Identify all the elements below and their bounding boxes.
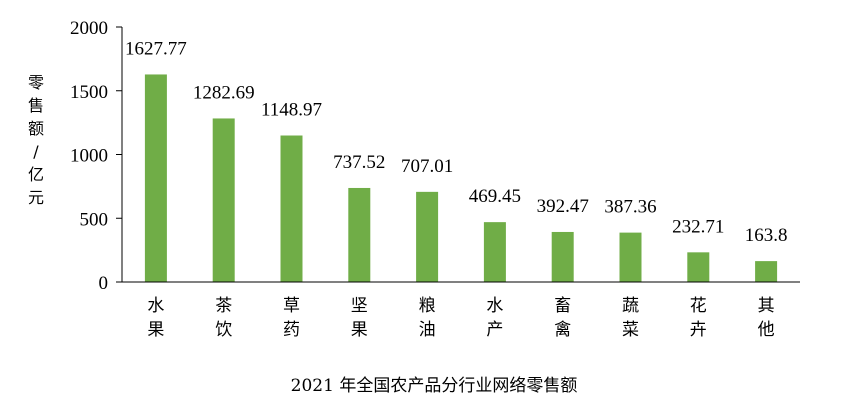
category-label: 水产 (486, 296, 503, 340)
y-axis-ticks: 0 500 1000 1500 2000 (70, 18, 122, 294)
bar (416, 191, 439, 282)
category-label: 畜禽 (554, 296, 571, 340)
y-axis-title: 零售额/亿元 (28, 73, 44, 207)
data-label: 392.47 (537, 196, 589, 217)
data-label: 1148.97 (261, 100, 322, 121)
chart-title: 2021 年全国农产品分行业网络零售额 (291, 376, 578, 396)
data-label: 737.52 (333, 152, 385, 173)
bar (755, 261, 778, 282)
category-label: 花卉 (690, 296, 707, 340)
bar (280, 135, 303, 282)
category-label: 坚果 (351, 296, 368, 340)
data-label: 469.45 (469, 186, 521, 207)
bar (212, 118, 235, 282)
y-tick-label: 0 (99, 273, 109, 294)
bars (144, 74, 778, 283)
y-tick-label: 1500 (70, 82, 108, 103)
data-labels: 1627.77 1282.69 1148.97 737.52 707.01 469.45 3… (125, 38, 787, 246)
data-label: 1627.77 (125, 38, 187, 59)
category-label: 草药 (283, 296, 300, 340)
y-tick-label: 1000 (70, 146, 108, 167)
bar (551, 231, 574, 282)
y-axis-label: 零售额/亿元 (28, 73, 44, 207)
category-label: 其他 (758, 296, 775, 340)
data-label: 1282.69 (193, 82, 255, 103)
data-label: 232.71 (672, 216, 724, 237)
bar (687, 252, 710, 282)
bar (483, 222, 506, 282)
data-label: 707.01 (401, 156, 453, 177)
category-label: 粮油 (419, 296, 436, 340)
bar (348, 187, 371, 282)
data-label: 387.36 (604, 197, 656, 218)
y-tick-label: 2000 (70, 18, 108, 39)
bar (144, 74, 167, 283)
bar (619, 232, 642, 282)
category-label: 茶饮 (215, 296, 232, 340)
category-label: 蔬菜 (622, 296, 639, 340)
y-tick-label: 500 (80, 209, 109, 230)
data-label: 163.8 (745, 225, 788, 246)
category-labels: 水果 茶饮 草药 坚果 粮油 水产 畜禽 蔬菜 花卉 其他 (147, 296, 774, 340)
category-label: 水果 (147, 296, 164, 340)
